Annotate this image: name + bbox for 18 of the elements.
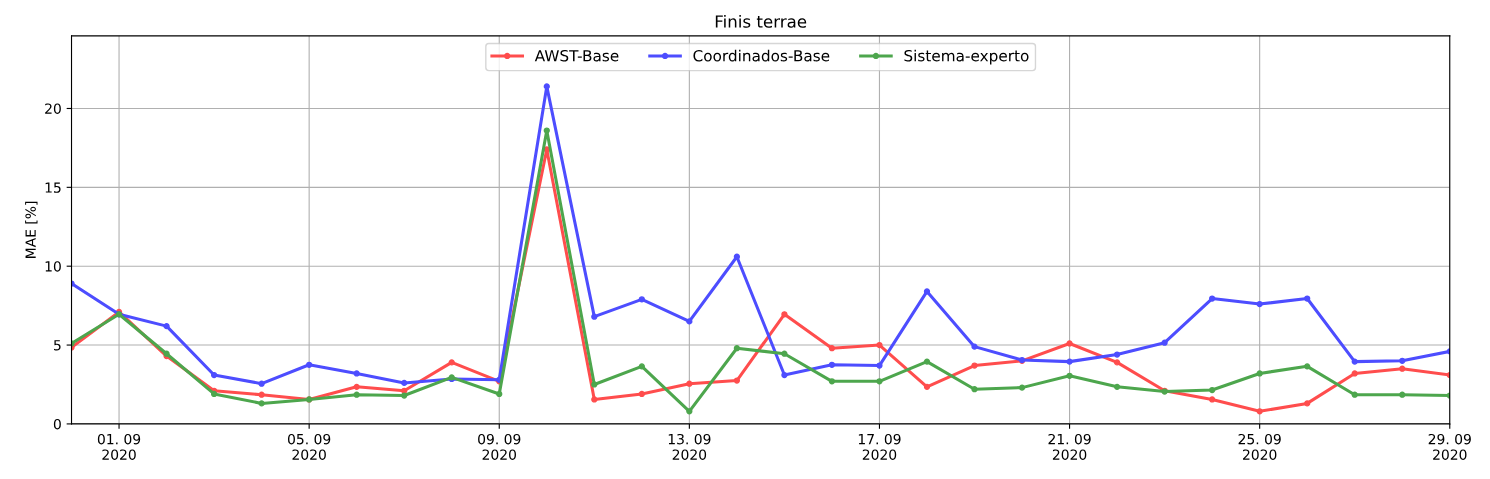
- legend-label: Coordinados-Base: [693, 49, 830, 62]
- legend-label: AWST-Base: [534, 49, 619, 62]
- x-tick-label: 05. 09 2020: [287, 433, 331, 460]
- x-tick-label: 13. 09 2020: [668, 433, 711, 460]
- y-tick-label: 10: [45, 261, 61, 272]
- x-tick-label: 29. 09 2020: [1428, 433, 1471, 460]
- y-tick-label: 5: [54, 340, 61, 351]
- x-tick-label: 09. 09 2020: [478, 433, 521, 460]
- y-tick-label: 15: [45, 182, 61, 193]
- x-tick-label: 17. 09 2020: [858, 433, 901, 460]
- x-tick-label: 21. 09 2020: [1048, 433, 1091, 460]
- x-tick-label: 01. 09 2020: [97, 433, 141, 460]
- y-tick-label: 0: [53, 418, 61, 430]
- y-tick-label: 20: [45, 103, 61, 114]
- x-tick-label: 25. 09 2020: [1238, 433, 1281, 460]
- legend-label: Sistema-experto: [904, 49, 1029, 65]
- y-axis-title: MAE [%]: [25, 201, 38, 258]
- chart-title: Finis terrae: [715, 14, 807, 28]
